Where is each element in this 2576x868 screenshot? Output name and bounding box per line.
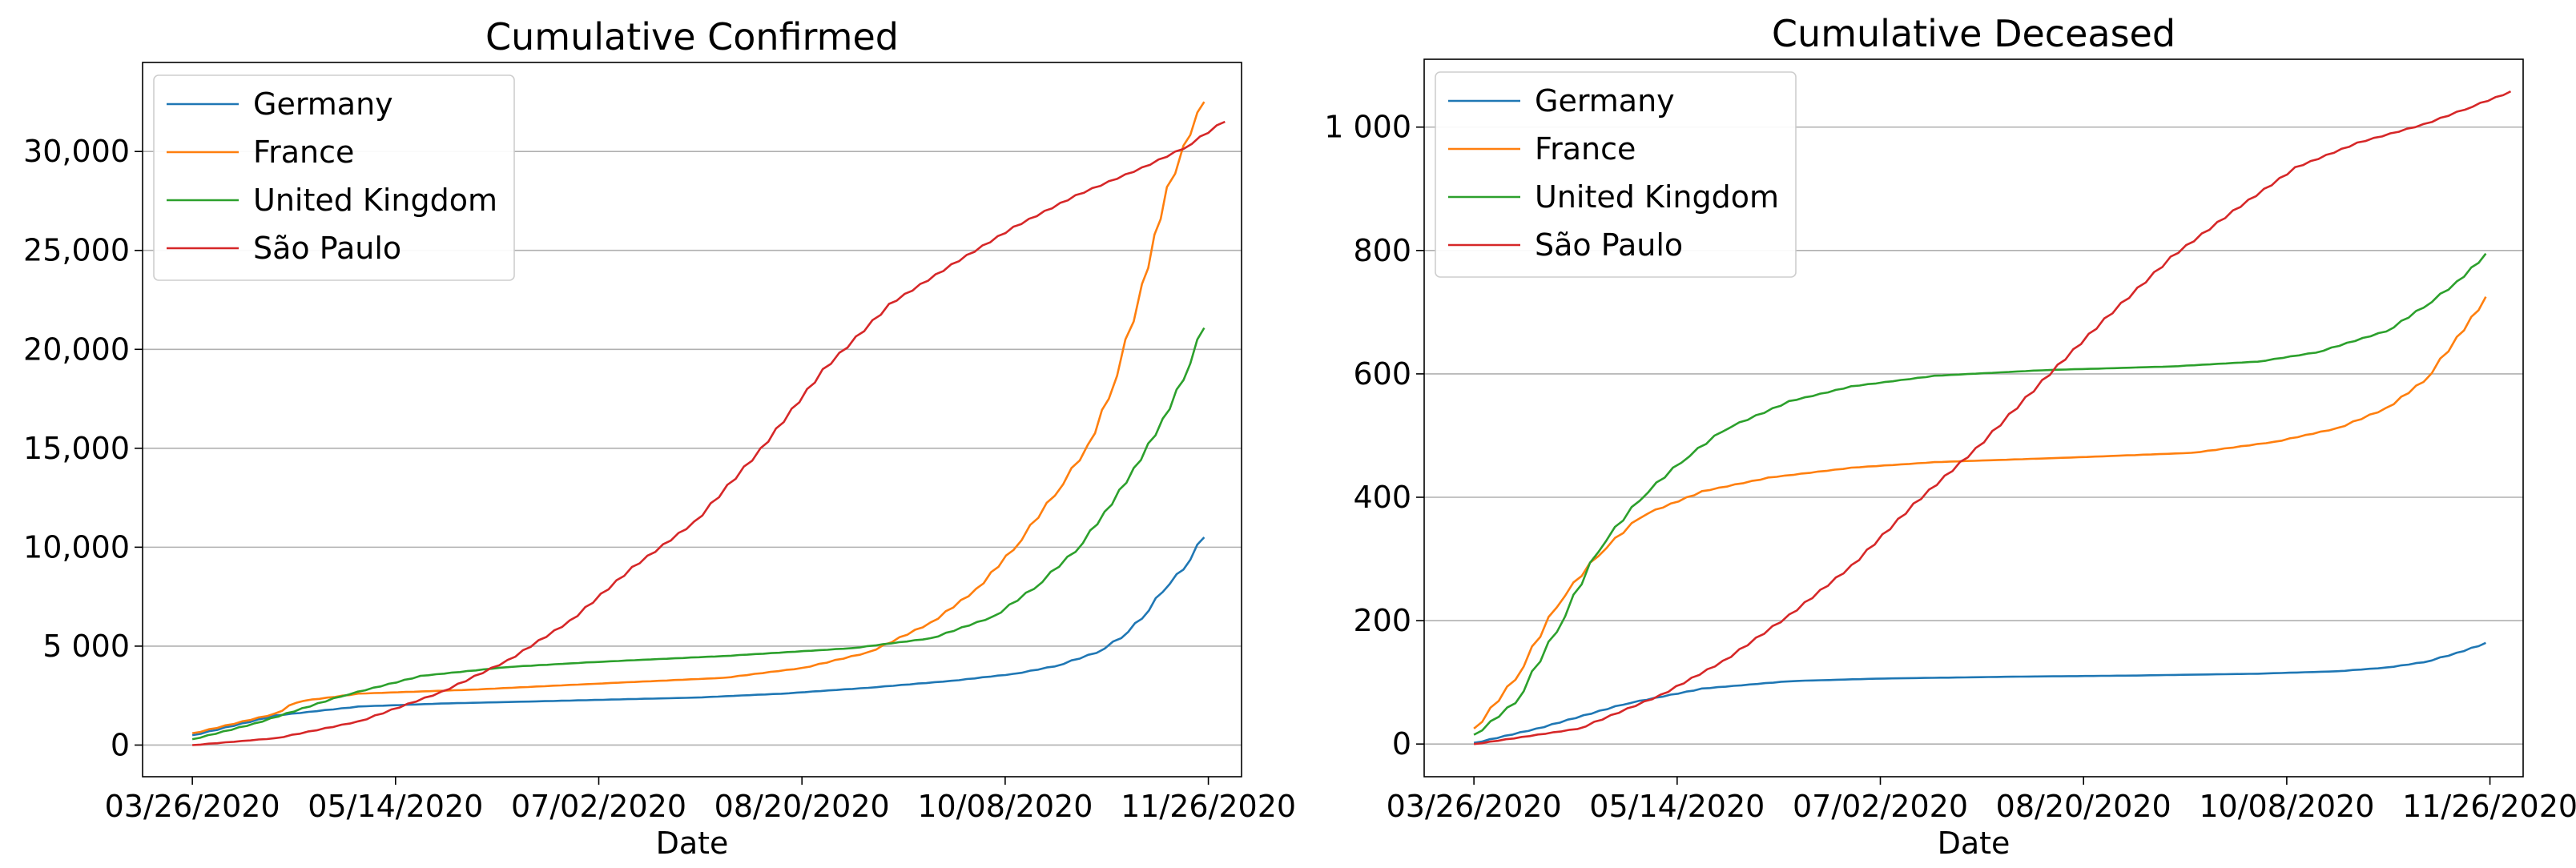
- y-tick-label: 20,000: [23, 332, 130, 367]
- series-line-s-o-paulo: [1473, 90, 2512, 745]
- x-axis-ticks: 03/26/2020 05/14/2020 07/02/2020 08/20/2020…: [1387, 777, 2576, 824]
- series-line-united-kingdom: [1473, 252, 2487, 736]
- x-tick-label: 10/08/2020: [917, 789, 1093, 824]
- legend-label: United Kingdom: [1535, 179, 1779, 215]
- legend-label: Germany: [253, 86, 393, 122]
- legend-label: France: [1535, 131, 1636, 167]
- series-line-france: [1473, 295, 2487, 729]
- x-tick-label: 08/20/2020: [714, 789, 890, 824]
- legend: Germany France United Kingdom São Paulo: [153, 74, 515, 281]
- legend-label: Germany: [1535, 83, 1675, 119]
- y-tick-label: 200: [1353, 603, 1411, 638]
- series-lines: [1473, 90, 2512, 745]
- x-axis-label: Date: [1938, 826, 2010, 861]
- legend-label: France: [253, 135, 354, 170]
- legend-label: São Paulo: [1535, 227, 1683, 263]
- series-line-germany: [1473, 641, 2486, 744]
- y-tick-label: 5 000: [42, 629, 130, 664]
- x-axis-ticks: 03/26/2020 05/14/2020 07/02/2020 08/20/2020…: [105, 777, 1296, 824]
- y-tick-label: 0: [111, 727, 130, 762]
- x-tick-label: 11/26/2020: [2402, 789, 2576, 824]
- y-tick-label: 800: [1353, 233, 1411, 268]
- legend-box: [153, 74, 515, 281]
- legend: Germany France United Kingdom São Paulo: [1435, 71, 1797, 278]
- x-tick-label: 03/26/2020: [1387, 789, 1562, 824]
- legend-box: [1435, 71, 1797, 278]
- x-tick-label: 05/14/2020: [308, 789, 483, 824]
- chart-panel-confirmed: 03/26/2020 05/14/2020 07/02/2020 08/20/2020…: [23, 15, 1296, 861]
- y-tick-label: 15,000: [23, 431, 130, 466]
- x-tick-label: 03/26/2020: [105, 789, 280, 824]
- y-tick-label: 0: [1392, 726, 1411, 762]
- series-line-france: [191, 101, 1205, 734]
- plot-frame: [142, 62, 1242, 778]
- series-line-united-kingdom: [191, 327, 1205, 741]
- x-tick-label: 10/08/2020: [2199, 789, 2374, 824]
- y-tick-label: 30,000: [23, 134, 130, 169]
- y-tick-label: 400: [1353, 480, 1411, 515]
- x-tick-label: 07/02/2020: [1793, 789, 1968, 824]
- x-tick-label: 08/20/2020: [1996, 789, 2171, 824]
- series-lines: [191, 101, 1226, 746]
- plot-frame: [1423, 58, 2524, 778]
- x-axis-label: Date: [656, 826, 729, 861]
- chart-title: Cumulative Confirmed: [485, 15, 899, 58]
- x-tick-label: 07/02/2020: [511, 789, 686, 824]
- y-tick-label: 25,000: [23, 233, 130, 268]
- chart-panel-deceased: 03/26/2020 05/14/2020 07/02/2020 08/20/2020…: [1324, 12, 2576, 861]
- y-tick-label: 1 000: [1324, 110, 1411, 145]
- x-tick-label: 11/26/2020: [1121, 789, 1296, 824]
- series-line-s-o-paulo: [192, 120, 1226, 746]
- series-line-germany: [191, 536, 1205, 737]
- legend-label: São Paulo: [253, 231, 401, 266]
- y-tick-label: 10,000: [23, 529, 130, 565]
- y-tick-label: 600: [1353, 356, 1411, 392]
- y-axis-ticks: 0 5 000 10,000 15,000 20,000 25,000 30,000: [23, 134, 143, 762]
- x-tick-label: 05/14/2020: [1589, 789, 1765, 824]
- chart-title: Cumulative Deceased: [1772, 12, 2176, 55]
- legend-label: United Kingdom: [253, 183, 497, 218]
- y-axis-ticks: 0 200 400 600 800 1 000: [1324, 110, 1424, 762]
